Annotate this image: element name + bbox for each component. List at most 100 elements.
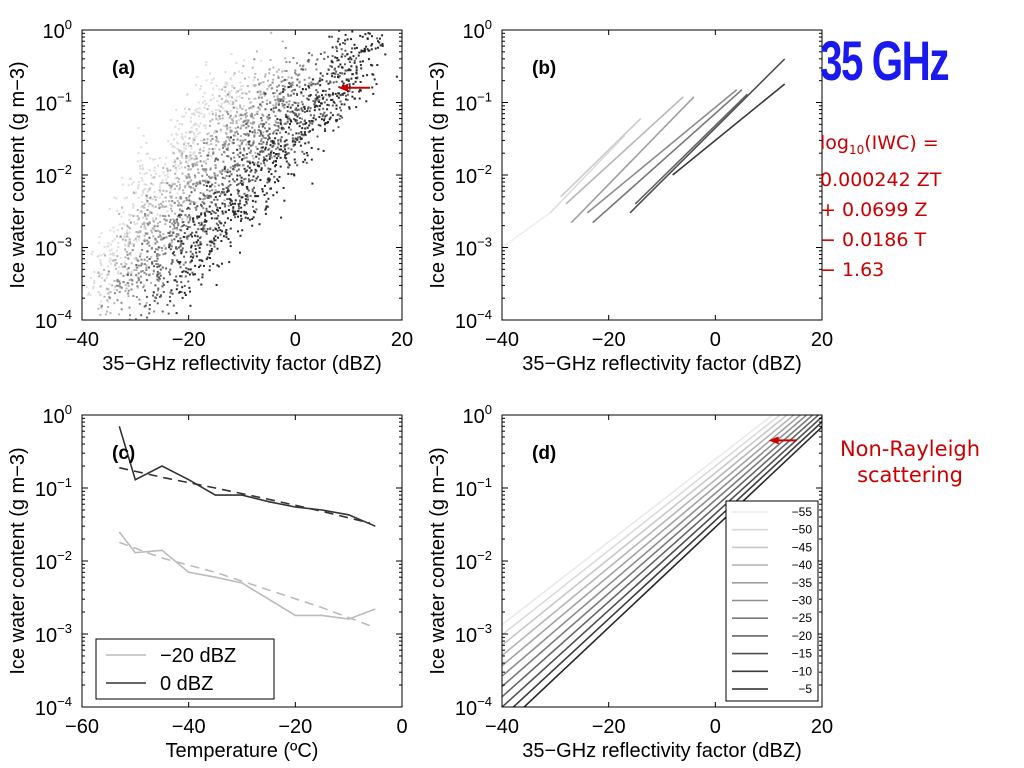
scatter-point [190, 126, 193, 129]
scatter-point [245, 202, 248, 205]
scatter-point [228, 91, 231, 94]
scatter-point [247, 198, 249, 201]
scatter-point [216, 100, 219, 103]
scatter-point [310, 158, 313, 161]
y-tick-label: 100 [43, 17, 72, 43]
scatter-point [333, 68, 336, 71]
scatter-point [303, 131, 306, 134]
scatter-point [331, 104, 334, 107]
scatter-point [132, 203, 135, 205]
scatter-point [211, 148, 214, 150]
scatter-point [208, 269, 211, 272]
scatter-point [282, 89, 285, 92]
scatter-point [266, 159, 269, 162]
scatter-point [329, 116, 332, 119]
scatter-point [239, 104, 242, 107]
scatter-point [145, 266, 148, 269]
scatter-point [206, 228, 209, 230]
scatter-point [253, 162, 256, 165]
scatter-point [246, 132, 249, 135]
scatter-point [230, 157, 233, 160]
scatter-point [157, 230, 160, 232]
scatter-point [266, 103, 268, 105]
scatter-point [230, 158, 233, 161]
scatter-point [189, 131, 192, 134]
scatter-point [265, 137, 267, 140]
scatter-point [322, 107, 325, 110]
scatter-point [168, 271, 171, 274]
scatter-point [284, 46, 287, 49]
scatter-point [183, 232, 186, 234]
scatter-point [192, 219, 195, 222]
scatter-point [249, 122, 252, 125]
scatter-point [266, 181, 269, 184]
scatter-point [316, 58, 319, 61]
scatter-point [318, 116, 321, 118]
scatter-point [221, 176, 224, 179]
scatter-point [313, 109, 316, 112]
scatter-point [184, 166, 187, 169]
scatter-point [290, 173, 293, 176]
scatter-point [156, 225, 159, 228]
scatter-point [203, 116, 206, 118]
scatter-point [113, 238, 116, 241]
scatter-point [145, 217, 148, 220]
scatter-point [340, 103, 343, 106]
scatter-point [299, 64, 302, 67]
scatter-point [216, 158, 219, 161]
note-line-1: Non-Rayleigh [839, 437, 981, 461]
scatter-point [208, 148, 211, 151]
y-tick-exponent: −3 [57, 235, 72, 250]
scatter-point [343, 92, 346, 95]
scatter-point [143, 173, 146, 176]
y-tick-label: 10−2 [35, 162, 72, 188]
scatter-point [138, 298, 141, 301]
scatter-point [281, 70, 284, 73]
scatter-point [232, 101, 235, 104]
scatter-point [180, 251, 183, 253]
scatter-point [264, 184, 266, 187]
scatter-point [293, 88, 296, 91]
scatter-point [185, 157, 188, 160]
scatter-point [224, 170, 227, 173]
scatter-point [191, 163, 194, 166]
scatter-point [307, 94, 310, 97]
scatter-point [290, 90, 293, 93]
scatter-point [118, 290, 121, 293]
scatter-point [199, 182, 202, 185]
scatter-point [199, 191, 202, 194]
scatter-point [260, 119, 263, 122]
scatter-point [252, 141, 255, 144]
scatter-point [171, 241, 174, 244]
scatter-point [245, 143, 248, 146]
scatter-point [195, 129, 198, 132]
scatter-point [183, 284, 186, 287]
scatter-point [303, 111, 306, 113]
scatter-point [271, 139, 274, 142]
scatter-point [208, 190, 211, 193]
scatter-point [183, 291, 186, 294]
scatter-point [121, 176, 124, 179]
scatter-point [365, 100, 368, 103]
scatter-point [238, 119, 240, 121]
scatter-point [196, 164, 198, 167]
scatter-point [173, 138, 176, 141]
scatter-point [170, 195, 173, 198]
scatter-point [282, 186, 285, 189]
scatter-point [146, 260, 149, 262]
scatter-point [196, 235, 199, 238]
scatter-point [248, 166, 251, 169]
scatter-point [205, 181, 207, 184]
scatter-point [159, 274, 162, 277]
scatter-point [284, 131, 287, 134]
scatter-point [279, 110, 282, 113]
scatter-point [177, 128, 180, 131]
scatter-point [114, 285, 117, 288]
scatter-point [194, 176, 197, 179]
scatter-point [296, 109, 299, 112]
scatter-point [200, 228, 203, 231]
scatter-point [193, 137, 196, 140]
scatter-point [179, 229, 182, 231]
scatter-point [233, 168, 236, 171]
